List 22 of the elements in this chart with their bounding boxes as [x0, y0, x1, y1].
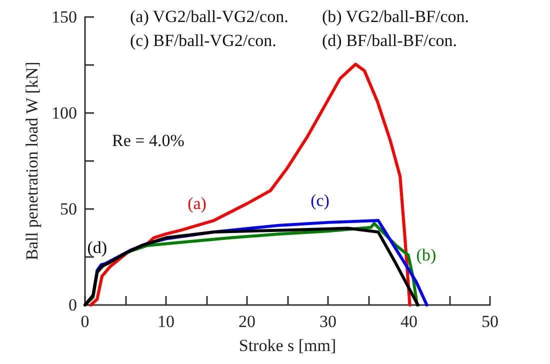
x-tick-label: 0: [80, 312, 90, 331]
y-axis-title: Ball penetration load W [kN]: [22, 62, 42, 260]
series-label: (b): [416, 246, 436, 265]
y-tick-label: 150: [52, 8, 77, 26]
y-tick-label: 0: [68, 296, 77, 314]
annotation: Re = 4.0%: [112, 131, 184, 150]
annotation: (a) VG2/ball-VG2/con.: [130, 7, 288, 26]
line-series: [89, 62, 412, 306]
x-tick-label: 40: [400, 312, 418, 331]
annotation: (d) BF/ball-BF/con.: [322, 31, 458, 50]
x-tick-label: 10: [158, 312, 174, 331]
x-tick-label: 50: [482, 312, 498, 331]
series-label: (a): [188, 194, 206, 214]
x-tick-label: 30: [320, 312, 336, 331]
y-tick-label: 50: [60, 200, 77, 218]
series-label: (c): [310, 190, 330, 210]
x-tick-label: 20: [238, 312, 256, 331]
annotation: (b) VG2/ball-BF/con.: [322, 7, 470, 26]
x-axis-title: Stroke s [mm]: [238, 336, 336, 355]
annotation: (c) BF/ball-VG2/con.: [130, 31, 276, 50]
y-tick-label: 100: [52, 104, 77, 122]
series-label: (d): [87, 238, 108, 257]
